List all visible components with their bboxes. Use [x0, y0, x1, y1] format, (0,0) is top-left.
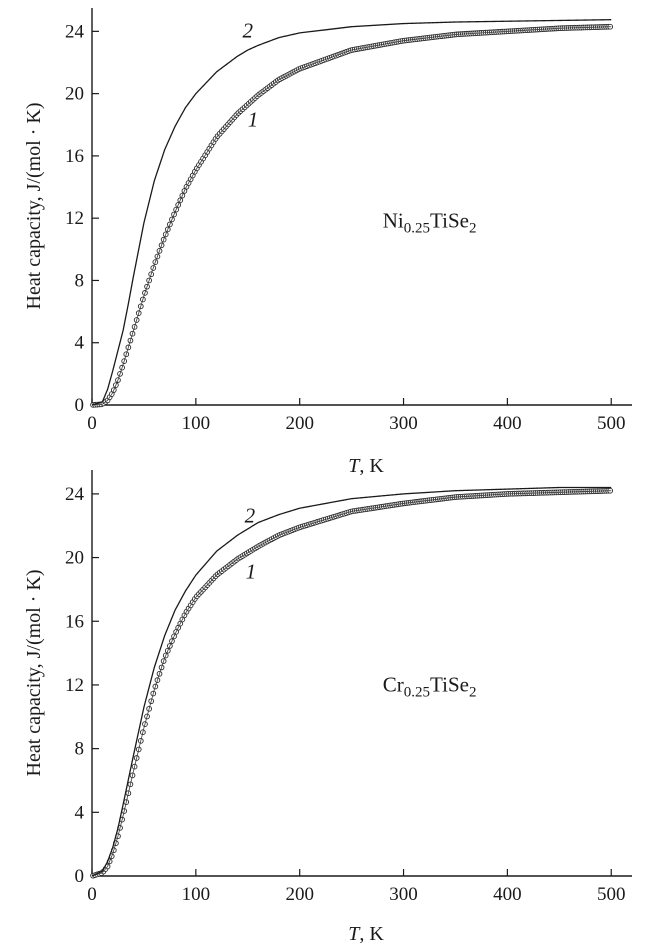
- y-tick-label: 0: [75, 395, 85, 416]
- x-tick-label: 0: [87, 884, 97, 905]
- material-mid: TiSe: [430, 672, 469, 696]
- y-ticks-group: 0 4 8 12 16 20 24: [65, 484, 99, 887]
- x-tick-label: 500: [597, 884, 626, 905]
- y-tick-label: 8: [75, 270, 85, 291]
- y-axis-label: Heat capacity, J/(mol · K): [23, 103, 45, 310]
- x-axis-variable: T: [348, 455, 361, 477]
- material-mid: TiSe: [430, 209, 469, 233]
- plot-frame: [92, 470, 632, 876]
- material-subscript-2: 2: [469, 221, 477, 237]
- x-axis-variable: T: [348, 923, 361, 945]
- y-axis-label: Heat capacity, J/(mol · K): [23, 570, 45, 777]
- x-tick-label: 200: [285, 884, 314, 905]
- y-tick-label: 8: [75, 739, 85, 760]
- y-ticks-group: 0 4 8 12 16 20 24: [65, 21, 99, 416]
- y-tick-label: 12: [65, 675, 84, 696]
- x-tick-label: 300: [389, 884, 418, 905]
- y-tick-label: 0: [75, 866, 85, 887]
- x-tick-label: 500: [597, 413, 626, 434]
- curve-label-2: 2: [245, 504, 256, 528]
- y-tick-label: 20: [65, 84, 84, 105]
- curve-label-2: 2: [243, 19, 254, 43]
- x-ticks-group: 0 100 200 300 400 500: [87, 398, 625, 434]
- x-tick-label: 100: [182, 413, 211, 434]
- series-2-line: [91, 486, 612, 877]
- plot-frame: [92, 8, 632, 405]
- series-2-line: [91, 19, 612, 406]
- x-tick-label: 400: [493, 884, 522, 905]
- material-label: Ni0.25TiSe2: [383, 209, 477, 237]
- material-subscript-2: 2: [469, 684, 477, 700]
- x-axis-unit: , K: [359, 923, 384, 945]
- x-tick-label: 0: [87, 413, 97, 434]
- y-tick-label: 20: [65, 548, 84, 569]
- curve-label-1: 1: [246, 559, 257, 583]
- x-ticks-group: 0 100 200 300 400 500: [87, 869, 625, 905]
- y-tick-label: 12: [65, 208, 84, 229]
- y-tick-label: 4: [75, 333, 85, 354]
- material-base: Cr: [383, 672, 404, 696]
- y-tick-label: 4: [75, 802, 85, 823]
- material-label: Cr0.25TiSe2: [383, 672, 477, 700]
- x-axis-label: T, K: [348, 455, 384, 477]
- y-tick-label: 16: [65, 146, 84, 167]
- y-tick-label: 24: [65, 21, 85, 42]
- series-1-line: [91, 26, 612, 406]
- y-tick-label: 16: [65, 611, 84, 632]
- material-base: Ni: [383, 209, 404, 233]
- curve-label-1: 1: [248, 107, 259, 131]
- series-1-markers-group: [90, 487, 614, 879]
- x-axis-unit: , K: [359, 455, 384, 477]
- series-1-markers-group: [90, 23, 614, 408]
- x-tick-label: 200: [285, 413, 314, 434]
- x-tick-label: 300: [389, 413, 418, 434]
- material-subscript: 0.25: [404, 221, 430, 237]
- x-tick-label: 400: [493, 413, 522, 434]
- x-tick-label: 100: [182, 884, 211, 905]
- material-subscript: 0.25: [404, 684, 430, 700]
- series-1-line: [91, 490, 612, 877]
- x-axis-label: T, K: [348, 923, 384, 945]
- y-tick-label: 24: [65, 484, 85, 505]
